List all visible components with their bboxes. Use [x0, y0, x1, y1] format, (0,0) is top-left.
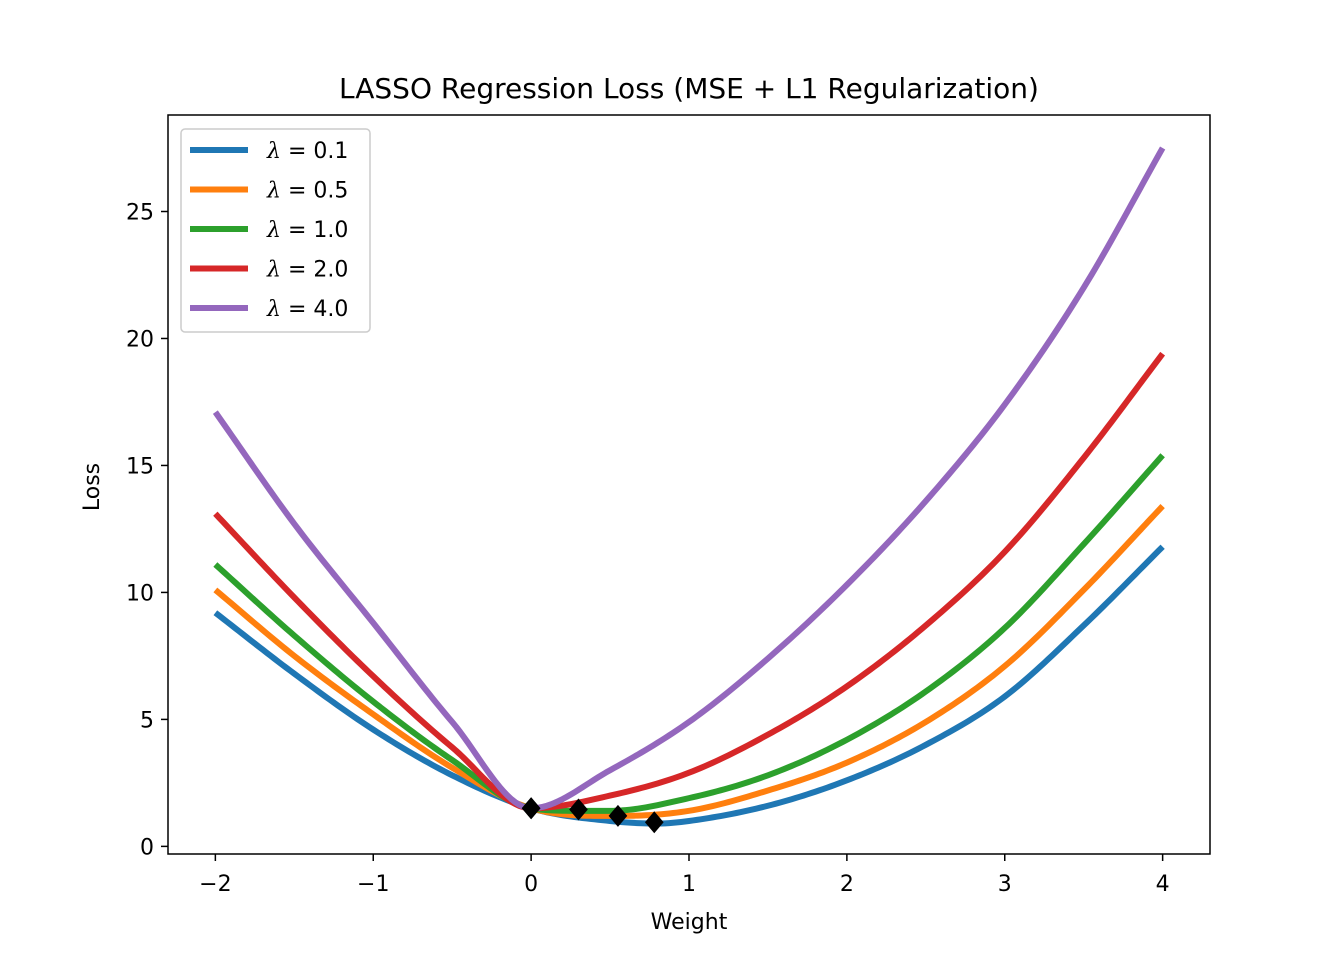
x-axis-label: Weight — [651, 910, 728, 935]
minima-markers — [521, 797, 664, 834]
series-line-3 — [213, 351, 1166, 812]
series-layer — [212, 146, 1166, 827]
minimum-marker-2 — [569, 798, 588, 821]
y-tick-label-3: 15 — [126, 454, 154, 479]
minimum-marker-0 — [644, 811, 664, 834]
x-tick-label-4: 2 — [840, 872, 854, 897]
legend-box — [180, 128, 371, 333]
legend-label-4: λ = 4.0 — [266, 297, 348, 322]
legend-label-2: λ = 1.0 — [266, 218, 348, 243]
y-axis: 0 5 10 15 20 25 — [126, 201, 168, 860]
x-tick-label-0: −2 — [199, 872, 231, 897]
series-line-0 — [213, 544, 1165, 827]
legend-label-1: λ = 0.5 — [266, 179, 348, 204]
x-tick-label-5: 3 — [998, 872, 1012, 897]
legend-label-3: λ = 2.0 — [266, 258, 348, 283]
y-axis-label: Loss — [80, 463, 105, 511]
minimum-marker-4 — [521, 797, 541, 820]
y-tick-label-2: 10 — [126, 581, 154, 606]
x-tick-label-1: −1 — [357, 872, 389, 897]
y-tick-label-5: 25 — [126, 201, 154, 226]
x-tick-label-3: 1 — [682, 872, 696, 897]
y-tick-label-4: 20 — [126, 327, 154, 352]
x-tick-label-6: 4 — [1156, 872, 1170, 897]
series-line-1 — [213, 504, 1165, 819]
series-line-4 — [212, 146, 1166, 812]
x-tick-label-2: 0 — [524, 872, 538, 897]
y-tick-label-1: 5 — [140, 708, 154, 733]
x-axis: −2 −1 0 1 2 3 4 — [199, 854, 1170, 897]
legend: λ = 0.1 λ = 0.5 λ = 1.0 λ = 2.0 λ = 4.0 — [180, 128, 371, 333]
plot-area — [167, 114, 1211, 855]
minimum-marker-1 — [608, 804, 628, 827]
y-tick-label-0: 0 — [140, 835, 154, 860]
chart-title: LASSO Regression Loss (MSE + L1 Regulari… — [339, 72, 1039, 105]
legend-label-0: λ = 0.1 — [266, 139, 348, 164]
series-line-2 — [213, 453, 1165, 814]
